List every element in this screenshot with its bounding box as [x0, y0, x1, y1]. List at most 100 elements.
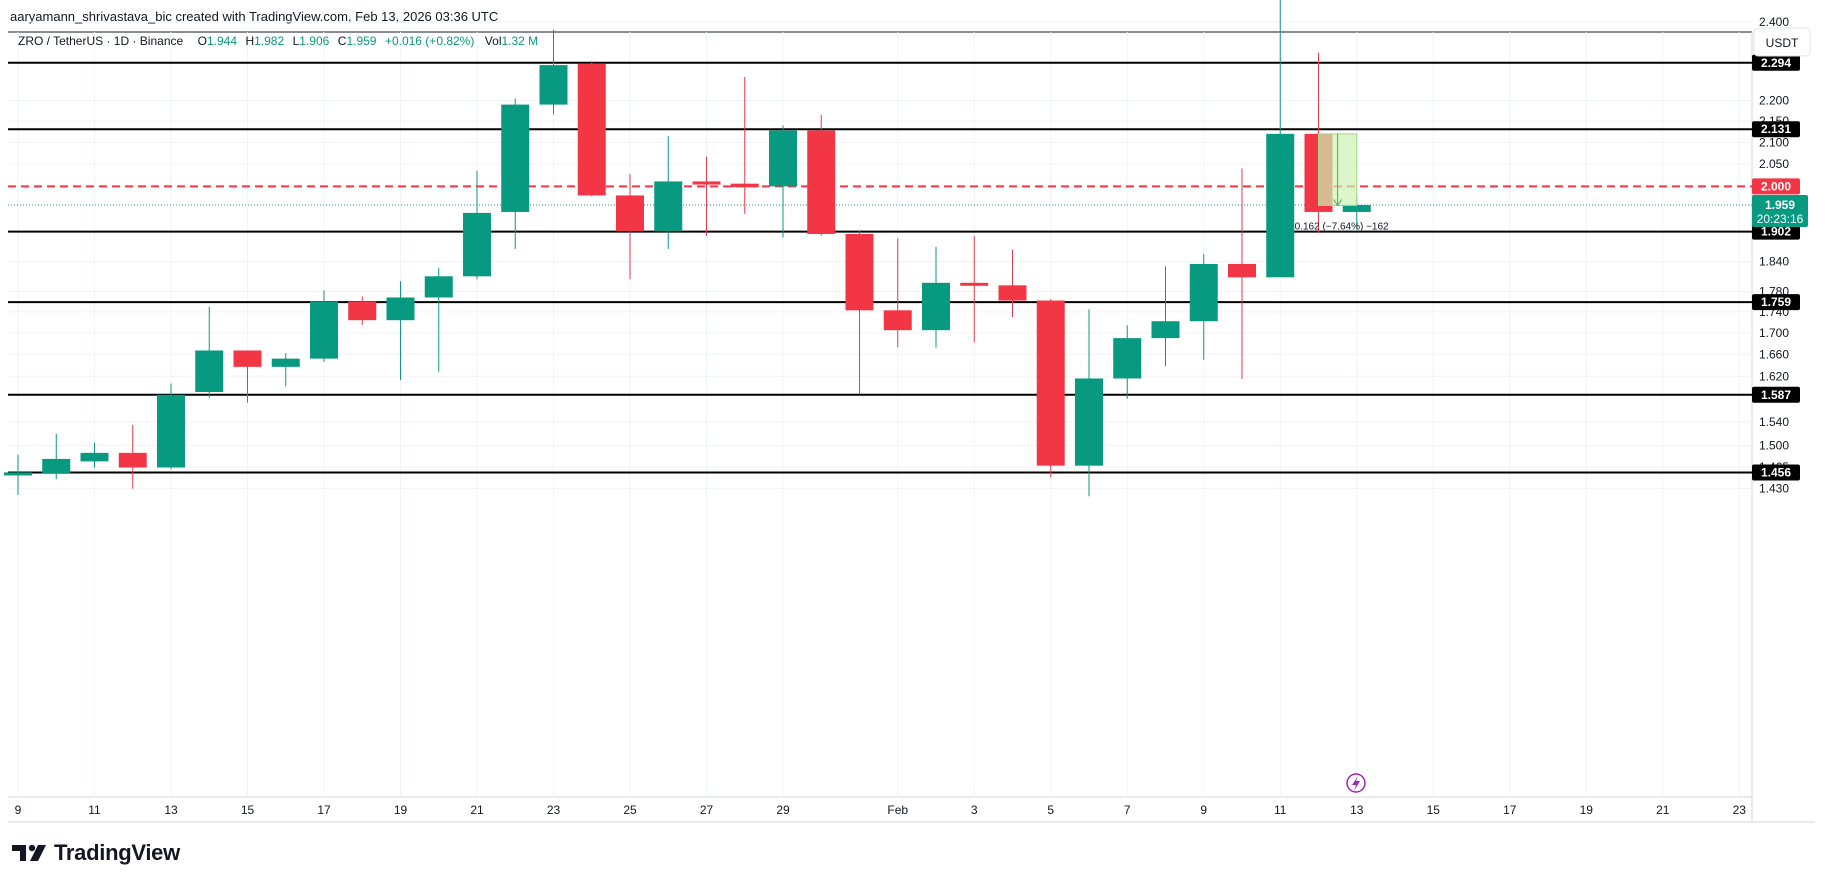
- price-tick-label: 1.500: [1759, 439, 1789, 453]
- level-tag[interactable]: [1752, 294, 1800, 311]
- time-tick-label: 17: [317, 803, 331, 817]
- time-tick-label: 17: [1503, 803, 1517, 817]
- candle-body[interactable]: [654, 181, 683, 232]
- candle-body[interactable]: [845, 234, 874, 311]
- level-tag-label: 1.456: [1761, 465, 1791, 479]
- candle-body[interactable]: [1113, 338, 1142, 379]
- candle-body[interactable]: [1189, 263, 1218, 322]
- time-tick-label: 19: [394, 803, 408, 817]
- measure-arrow-head: [1333, 199, 1343, 207]
- legend-open-value: 1.944: [207, 34, 237, 48]
- candle-body[interactable]: [1036, 300, 1065, 466]
- candle-body[interactable]: [1228, 263, 1256, 278]
- legend-low-value: 1.906: [299, 34, 329, 48]
- candle-body[interactable]: [1342, 205, 1371, 212]
- level-tag-label: 1.759: [1761, 295, 1791, 309]
- candle-body[interactable]: [1266, 133, 1295, 278]
- candle-body[interactable]: [769, 130, 797, 187]
- level-tag-label: 1.902: [1761, 225, 1791, 239]
- candle-body[interactable]: [616, 195, 644, 232]
- currency-button[interactable]: USDT: [1753, 27, 1811, 57]
- candle-body[interactable]: [42, 458, 71, 474]
- candle-body[interactable]: [310, 301, 338, 359]
- price-tick-label: 2.200: [1759, 93, 1789, 107]
- legend-low-label: L: [293, 34, 300, 48]
- candle-body[interactable]: [4, 472, 32, 476]
- candle-body[interactable]: [807, 130, 836, 235]
- time-tick-label: 23: [1733, 803, 1747, 817]
- candle-body[interactable]: [386, 297, 415, 321]
- candle-body[interactable]: [233, 350, 262, 367]
- candle-body[interactable]: [463, 212, 491, 277]
- currency-label: USDT: [1766, 36, 1799, 50]
- price-tick-label: 2.400: [1759, 15, 1789, 29]
- price-tick-label: 1.540: [1759, 415, 1789, 429]
- legend-high-label: H: [245, 34, 254, 48]
- legend-change: +0.016 (+0.82%): [385, 34, 474, 48]
- tradingview-logo[interactable]: TradingView: [12, 840, 180, 866]
- time-tick-label: 23: [547, 803, 561, 817]
- level-tag[interactable]: [1752, 54, 1800, 71]
- time-tick-label: 29: [776, 803, 790, 817]
- candle-body[interactable]: [998, 285, 1027, 301]
- candle-body[interactable]: [922, 282, 950, 331]
- candle-body[interactable]: [577, 63, 606, 196]
- candle-body[interactable]: [501, 104, 530, 212]
- legend-volume-value: 1.32 M: [501, 34, 538, 48]
- level-tag[interactable]: [1752, 464, 1800, 481]
- measure-label: 0.162 (−7.64%) −162: [1295, 221, 1389, 232]
- time-tick-label: 11: [1274, 803, 1287, 817]
- legend-high-value: 1.982: [254, 34, 284, 48]
- lightning-icon[interactable]: [1346, 773, 1366, 793]
- chart-frame: [8, 31, 1815, 823]
- time-tick-label: 9: [15, 803, 22, 817]
- price-tick-label: 2.050: [1759, 157, 1789, 171]
- candle-body[interactable]: [730, 183, 759, 188]
- level-tag[interactable]: [1752, 121, 1800, 138]
- time-tick-label: 27: [700, 803, 714, 817]
- time-tick-label: 11: [88, 803, 101, 817]
- candle-body[interactable]: [271, 358, 300, 367]
- legend: ZRO / TetherUS · 1D · Binance O1.944 H1.…: [18, 32, 538, 49]
- time-tick-label: 15: [241, 803, 255, 817]
- countdown-label: 20:23:16: [1757, 212, 1804, 226]
- candle-body[interactable]: [539, 65, 568, 105]
- time-tick-label: 9: [1200, 803, 1207, 817]
- price-tick-label: 1.660: [1759, 347, 1789, 361]
- candle-body[interactable]: [195, 350, 224, 392]
- time-tick-label: 25: [623, 803, 637, 817]
- candle-body[interactable]: [118, 452, 147, 468]
- legend-symbol: ZRO / TetherUS · 1D · Binance: [18, 34, 183, 48]
- level-tag[interactable]: [1752, 223, 1800, 240]
- candle-body[interactable]: [1075, 378, 1103, 466]
- price-tick-label: 1.840: [1759, 255, 1789, 269]
- legend-close-label: C: [338, 34, 347, 48]
- price-tick-label: 1.620: [1759, 369, 1789, 383]
- time-tick-label: 13: [1350, 803, 1364, 817]
- candle-body[interactable]: [424, 276, 453, 298]
- time-tick-label: 3: [971, 803, 978, 817]
- candle-body[interactable]: [348, 301, 377, 321]
- price-tick-label: 1.700: [1759, 326, 1789, 340]
- current-price-tag[interactable]: [1752, 195, 1808, 228]
- price-axis[interactable]: 2.4002.2002.1502.1002.0501.8401.7801.740…: [1752, 15, 1808, 496]
- candle-body[interactable]: [157, 394, 185, 468]
- time-tick-label: 19: [1580, 803, 1594, 817]
- candle-body[interactable]: [883, 310, 912, 331]
- level-tag-label: 1.587: [1761, 388, 1791, 402]
- candle-body[interactable]: [1151, 321, 1180, 339]
- candles[interactable]: [4, 0, 1371, 497]
- time-tick-label: 21: [470, 803, 484, 817]
- level-tag[interactable]: [1752, 178, 1800, 195]
- time-axis[interactable]: 9 11 13 15 17 19 21 23 25 27 29 Feb 3 5 7 9 11 13 15 17 19 21…: [15, 803, 1747, 817]
- time-tick-label: 5: [1047, 803, 1054, 817]
- measure-projection[interactable]: 0.162 (−7.64%) −162: [1295, 133, 1389, 233]
- level-tag[interactable]: [1752, 386, 1800, 403]
- levels[interactable]: [8, 61, 1752, 474]
- time-tick-label: 21: [1656, 803, 1670, 817]
- candle-body[interactable]: [960, 282, 989, 286]
- time-tick-label: Feb: [887, 803, 908, 817]
- candle-body[interactable]: [692, 181, 721, 185]
- candle-body[interactable]: [80, 452, 109, 462]
